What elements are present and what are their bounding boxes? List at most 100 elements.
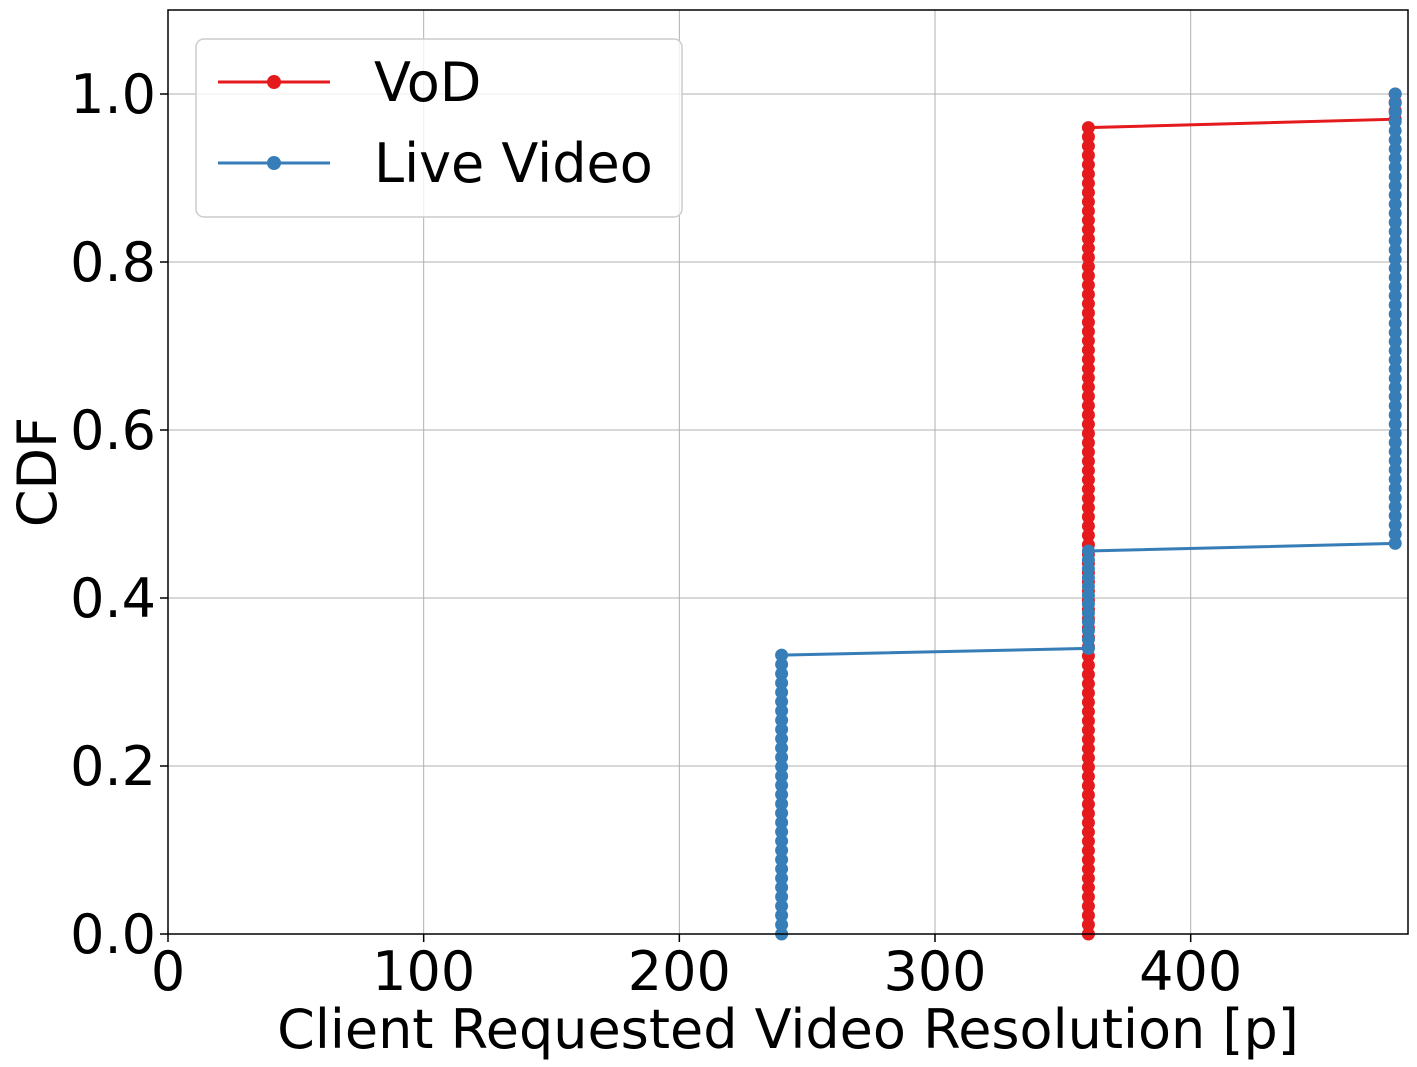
x-tick-label: 0 <box>151 940 185 1003</box>
data-point <box>1081 417 1095 431</box>
data-point <box>1081 519 1095 533</box>
data-point <box>1081 769 1095 783</box>
x-tick-label: 100 <box>372 940 475 1003</box>
data-point <box>1081 742 1095 756</box>
y-tick-label: 0.4 <box>70 567 156 630</box>
series-layer <box>775 87 1402 941</box>
legend: VoD Live Video <box>195 38 683 218</box>
data-point <box>1081 723 1095 737</box>
data-point <box>775 722 789 736</box>
data-point <box>1081 779 1095 793</box>
data-point <box>1081 445 1095 459</box>
data-point <box>1081 482 1095 496</box>
axis-ticks: 0 100 200 300 400 0.0 0.2 0.4 0.6 0.8 1.0 <box>70 63 1242 1003</box>
data-point <box>1388 344 1402 358</box>
data-point <box>1081 287 1095 301</box>
data-point <box>1081 241 1095 255</box>
series-line <box>1086 94 1397 934</box>
data-point <box>1388 188 1402 202</box>
data-point <box>1081 881 1095 895</box>
y-tick-label: 0.6 <box>70 399 156 462</box>
data-point <box>1388 509 1402 523</box>
data-point <box>1081 334 1095 348</box>
data-point <box>1081 834 1095 848</box>
legend-label: VoD <box>374 51 481 114</box>
data-point <box>1081 908 1095 922</box>
data-point <box>1081 825 1095 839</box>
data-point <box>1388 436 1402 450</box>
data-point <box>775 806 789 820</box>
data-point <box>1388 289 1402 303</box>
data-point <box>1081 760 1095 774</box>
data-point <box>1081 667 1095 681</box>
data-point <box>1388 408 1402 422</box>
data-point <box>775 704 789 718</box>
data-point <box>1081 389 1095 403</box>
y-tick-label: 0.0 <box>70 903 156 966</box>
data-point <box>1388 390 1402 404</box>
data-point <box>1388 280 1402 294</box>
data-point <box>1388 105 1402 119</box>
data-point <box>1388 197 1402 211</box>
data-point <box>1388 353 1402 367</box>
data-point <box>775 695 789 709</box>
y-axis-label: CDF <box>6 417 69 527</box>
data-point <box>1081 232 1095 246</box>
data-point <box>1081 491 1095 505</box>
data-point <box>775 741 789 755</box>
data-point <box>1081 325 1095 339</box>
data-point <box>1081 677 1095 691</box>
data-point <box>775 685 789 699</box>
data-point <box>1388 206 1402 220</box>
data-point <box>1081 278 1095 292</box>
data-point <box>775 788 789 802</box>
data-point <box>1388 472 1402 486</box>
data-point <box>1081 501 1095 515</box>
data-point <box>1081 714 1095 728</box>
data-point <box>1388 454 1402 468</box>
legend-item: VoD <box>218 51 481 114</box>
data-point <box>775 899 789 913</box>
data-point <box>775 918 789 932</box>
data-point <box>775 732 789 746</box>
data-point <box>775 797 789 811</box>
data-point <box>1388 243 1402 257</box>
data-point <box>775 834 789 848</box>
data-point <box>1388 124 1402 138</box>
data-point <box>1388 270 1402 284</box>
data-point <box>1081 918 1095 932</box>
data-point <box>775 760 789 774</box>
data-point <box>1388 491 1402 505</box>
x-tick-label: 200 <box>628 940 731 1003</box>
data-point <box>1388 234 1402 248</box>
series-vod <box>1081 87 1402 941</box>
data-point <box>1388 362 1402 376</box>
data-point <box>775 825 789 839</box>
data-point <box>1388 463 1402 477</box>
data-point <box>1388 151 1402 165</box>
data-point <box>1081 436 1095 450</box>
data-point <box>1388 261 1402 275</box>
data-point <box>1388 527 1402 541</box>
data-point <box>775 750 789 764</box>
legend-item: Live Video <box>218 132 653 195</box>
data-point <box>1081 890 1095 904</box>
data-point <box>1388 215 1402 229</box>
data-point <box>1388 179 1402 193</box>
data-point <box>1081 371 1095 385</box>
data-point <box>1081 176 1095 190</box>
data-point <box>1081 204 1095 218</box>
data-point <box>1081 269 1095 283</box>
data-point <box>1081 844 1095 858</box>
data-point <box>1081 816 1095 830</box>
series-live-video <box>775 87 1402 941</box>
x-tick-label: 400 <box>1139 940 1242 1003</box>
data-point <box>775 713 789 727</box>
data-point <box>1388 316 1402 330</box>
data-point <box>1388 170 1402 184</box>
data-point <box>775 881 789 895</box>
data-point <box>1388 252 1402 266</box>
data-point <box>1081 195 1095 209</box>
data-point <box>1081 352 1095 366</box>
data-point <box>775 843 789 857</box>
